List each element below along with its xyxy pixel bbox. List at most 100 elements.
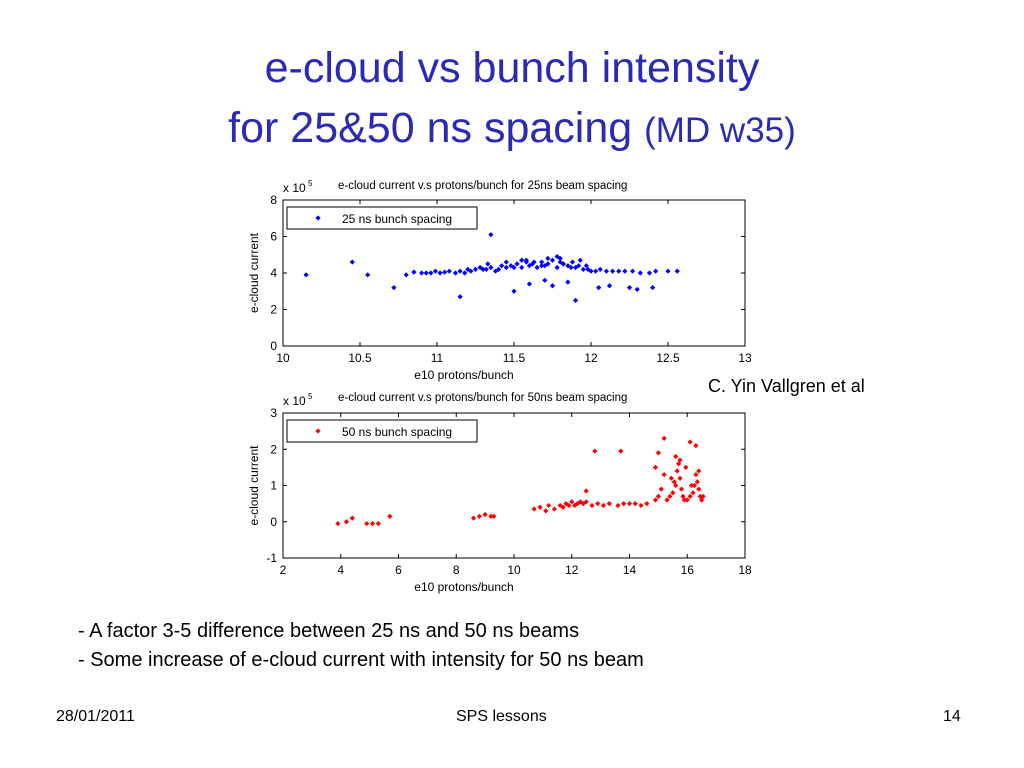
data-point [577, 499, 584, 505]
data-point [488, 232, 494, 238]
data-point [375, 520, 381, 527]
y-multiplier: x 10 [283, 181, 306, 195]
legend-label: 25 ns bunch spacing [342, 212, 452, 226]
data-point [519, 257, 525, 263]
y-tick-label: -1 [266, 551, 277, 565]
data-point [560, 504, 566, 510]
x-tick-label: 10 [507, 563, 521, 577]
data-point [652, 497, 659, 503]
data-point [499, 263, 505, 269]
data-point [634, 286, 640, 293]
data-point [618, 448, 624, 454]
data-point [411, 269, 417, 275]
data-point [677, 457, 683, 463]
y-tick-label: 2 [270, 442, 277, 456]
data-point [539, 259, 545, 265]
legend-box [286, 419, 478, 443]
data-point [652, 464, 659, 470]
data-point [694, 479, 700, 485]
data-point [687, 439, 693, 445]
data-point [644, 501, 650, 507]
data-point [577, 257, 583, 263]
slide-title-main: for 25&50 ns spacing [228, 104, 633, 152]
data-point [428, 270, 434, 276]
data-point [349, 515, 355, 521]
credit-text: C. Yin Vallgren et al [708, 376, 865, 396]
data-point [349, 259, 355, 265]
data-point [465, 266, 471, 272]
data-point [603, 268, 609, 274]
y-tick-label: 1 [270, 479, 277, 493]
data-point [483, 266, 489, 272]
data-point [492, 268, 499, 274]
bullet-list: - A factor 3-5 difference between 25 ns … [78, 617, 644, 675]
legend-box [286, 206, 478, 230]
x-tick-label: 18 [738, 563, 752, 577]
data-point [583, 488, 589, 494]
y-tick-label: 2 [270, 303, 277, 317]
x-tick-label: 10 [276, 351, 290, 365]
x-tick-label: 4 [337, 563, 344, 577]
data-point [674, 468, 680, 474]
chart-title: e-cloud current v.s protons/bunch for 50… [338, 392, 627, 404]
data-point [560, 261, 566, 267]
data-point [566, 502, 572, 509]
x-axis-label: e10 protons/bunch [414, 368, 513, 382]
data-point [661, 435, 667, 441]
data-point [446, 268, 452, 274]
data-point [626, 501, 633, 507]
data-point [403, 272, 409, 278]
data-point [653, 268, 659, 274]
y-multiplier-exponent: 5 [308, 179, 313, 188]
x-tick-label: 10.5 [348, 351, 372, 365]
y-tick-label: 6 [270, 230, 277, 244]
data-point [480, 266, 486, 272]
data-point [537, 504, 543, 510]
data-point [580, 266, 586, 272]
data-point [557, 259, 563, 265]
data-point [658, 486, 664, 492]
data-point [655, 493, 661, 499]
data-point [638, 502, 644, 509]
data-point [665, 268, 671, 274]
data-point [468, 268, 474, 274]
slide-title-line2: for 25&50 ns spacing (MD w35) [0, 104, 1024, 155]
data-point [595, 501, 601, 507]
footer-date: 28/01/2011 [56, 708, 135, 725]
footer-center: SPS lessons [456, 708, 547, 725]
data-point [585, 266, 591, 272]
data-point [674, 268, 680, 274]
y-tick-label: 0 [270, 515, 277, 529]
data-point [684, 497, 690, 503]
data-point [583, 263, 589, 269]
x-tick-label: 12 [565, 563, 579, 577]
data-point [629, 268, 636, 274]
data-point [600, 502, 607, 509]
x-tick-label: 12 [584, 351, 598, 365]
data-point [554, 264, 560, 271]
data-point [452, 270, 459, 276]
data-point [529, 261, 536, 267]
chart-title: e-cloud current v.s protons/bunch for 25… [338, 180, 627, 192]
data-point [482, 511, 488, 518]
x-tick-label: 14 [623, 563, 637, 577]
data-point [696, 486, 702, 492]
data-point [615, 502, 621, 509]
data-point [511, 288, 517, 294]
data-point [511, 264, 517, 271]
x-tick-label: 16 [681, 563, 695, 577]
data-point [462, 270, 468, 276]
data-point [646, 270, 653, 276]
data-point [542, 263, 548, 269]
footer-page-number: 14 [943, 708, 961, 725]
y-axis-label: e-cloud current [247, 445, 261, 526]
data-point [519, 264, 525, 271]
data-point [470, 515, 477, 521]
data-point [596, 285, 602, 291]
data-point [693, 443, 699, 449]
data-point [557, 255, 563, 261]
x-tick-label: 6 [395, 563, 402, 577]
data-point [534, 264, 540, 271]
slide-title-suffix: (MD w35) [644, 111, 796, 150]
